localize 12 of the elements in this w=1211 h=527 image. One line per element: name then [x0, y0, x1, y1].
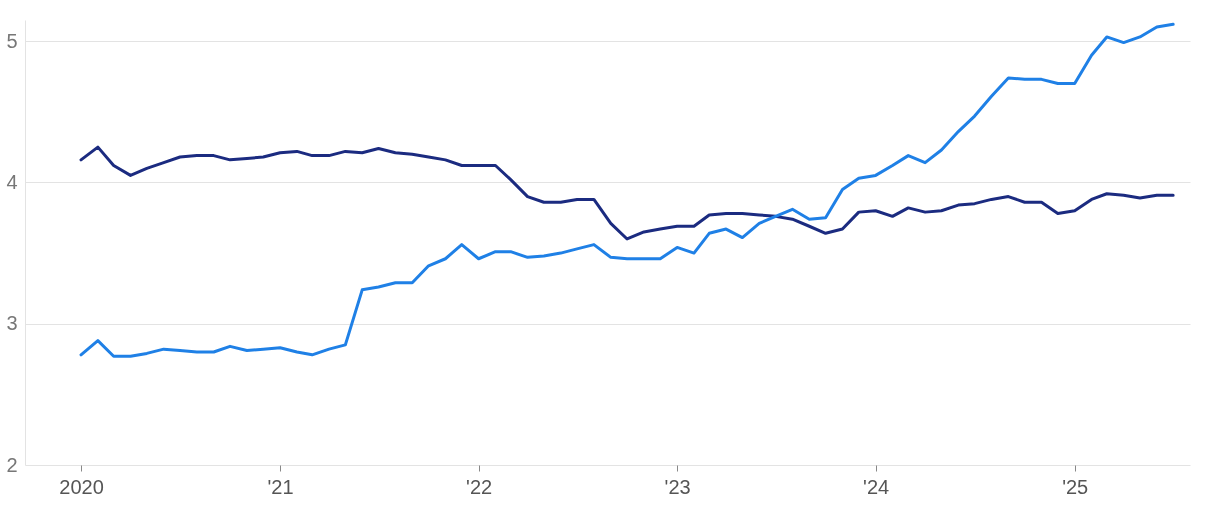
line-series	[79, 145, 1175, 241]
x-tick-label: '25	[1062, 475, 1089, 498]
x-tick-label: '21	[267, 475, 294, 498]
x-tick-label: 2020	[59, 475, 104, 498]
y-tick-label: 2	[6, 453, 18, 476]
x-tick-label: '23	[664, 475, 691, 498]
x-tick-label: '22	[466, 475, 493, 498]
line-series	[79, 22, 1175, 358]
x-tick-label: '24	[863, 475, 890, 498]
y-tick-label: 4	[6, 170, 18, 193]
y-tick-label: 3	[6, 312, 18, 335]
y-tick-label: 5	[6, 29, 18, 52]
